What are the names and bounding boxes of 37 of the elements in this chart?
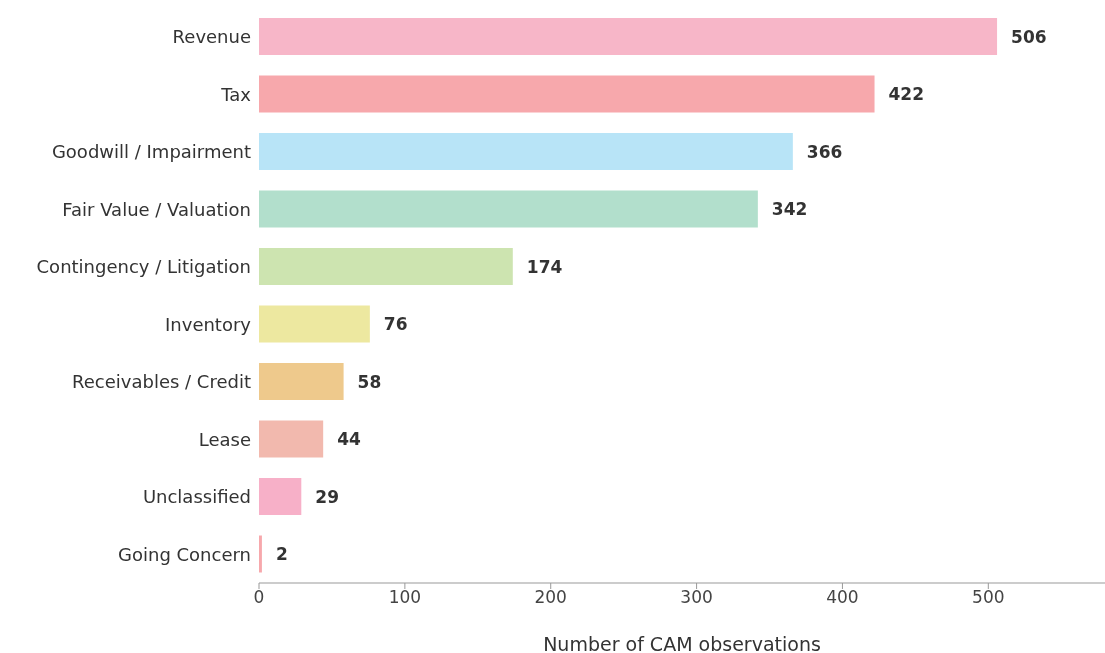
x-tick-label: 0 [253,587,265,608]
data-label: 76 [383,314,408,335]
y-tick-label: Receivables / Credit [72,371,251,393]
y-tick-label: Unclassified [142,486,251,508]
bar [259,478,302,515]
bar [259,535,262,573]
bar [259,363,344,400]
bar [259,190,758,228]
x-tick-label: 400 [826,587,859,608]
x-tick-label: 500 [972,587,1005,608]
x-tick-label: 200 [534,587,567,608]
y-tick-label: Goodwill / Impairment [51,141,251,163]
bar [259,133,793,170]
x-tick-label: 100 [388,587,422,608]
y-tick-label: Tax [220,83,252,105]
y-tick-label: Fair Value / Valuation [62,198,251,220]
bar [259,75,875,113]
x-tick-label: 300 [680,587,713,608]
data-label: 506 [1011,26,1047,47]
bar [259,248,513,285]
y-tick-label: Lease [198,428,251,450]
data-label: 174 [526,256,563,277]
bar [259,305,370,343]
bar [259,18,998,55]
data-label: 29 [315,486,339,507]
data-label: 2 [275,544,288,565]
y-tick-label: Contingency / Litigation [36,256,251,278]
bar [259,420,324,458]
data-label: 422 [888,84,925,105]
y-tick-label: Inventory [165,313,252,335]
data-label: 342 [771,199,808,220]
data-label: 58 [357,371,382,392]
y-tick-label: Going Concern [118,543,251,565]
data-label: 44 [337,429,362,450]
data-label: 366 [806,141,843,162]
y-tick-label: Revenue [172,26,251,48]
x-axis-title: Number of CAM observations [543,633,821,653]
